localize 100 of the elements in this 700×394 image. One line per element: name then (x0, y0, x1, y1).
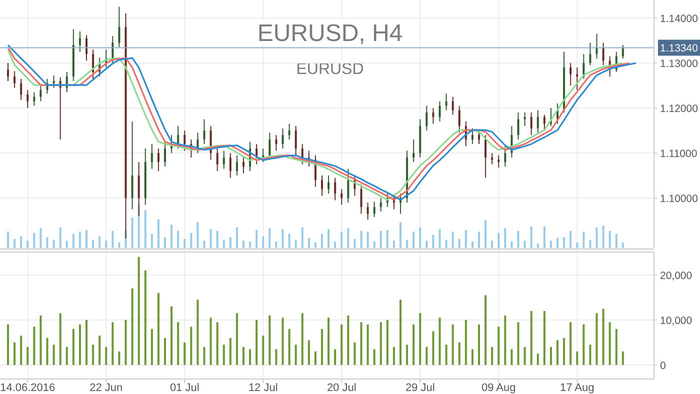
candlestick (543, 114, 546, 132)
y-tick-label: 1.13000 (660, 58, 698, 70)
bar (236, 313, 238, 365)
bar (491, 346, 494, 365)
x-tick-label: 12 Jul (248, 382, 278, 394)
candlestick (570, 62, 572, 86)
bar (438, 318, 441, 365)
candlestick (112, 36, 114, 64)
bar (582, 324, 585, 365)
bar (406, 344, 408, 365)
candlestick (536, 110, 539, 134)
bar (216, 322, 218, 365)
bar (72, 328, 74, 365)
candlestick (164, 141, 166, 168)
bar (622, 242, 624, 248)
bar (366, 232, 369, 248)
bar (589, 344, 592, 365)
candlestick (432, 108, 434, 124)
bar (392, 346, 395, 365)
candlestick (602, 42, 604, 66)
bar (52, 344, 55, 365)
bar (400, 300, 402, 365)
y-tick-label: 1.12000 (660, 103, 698, 116)
bar (229, 237, 232, 248)
bar (536, 244, 539, 248)
bar (7, 232, 9, 248)
bar (321, 234, 323, 248)
bar (340, 324, 343, 365)
bar (52, 240, 55, 248)
candlestick (491, 152, 494, 165)
bar (412, 324, 415, 365)
bar (236, 227, 238, 248)
bar (354, 238, 356, 248)
bar (419, 227, 422, 248)
bar (242, 346, 244, 365)
bar (504, 315, 506, 365)
bar (510, 242, 513, 248)
bar (340, 232, 343, 248)
bar (26, 346, 29, 365)
bar (438, 229, 441, 248)
bar (268, 315, 271, 365)
candlestick (288, 123, 290, 140)
bar (59, 227, 62, 248)
bar (498, 232, 500, 248)
bar (380, 230, 382, 248)
bar (268, 228, 271, 248)
candlestick (184, 130, 186, 152)
bar (530, 310, 532, 365)
bar (222, 344, 225, 365)
candlestick (380, 198, 382, 212)
candlestick (7, 62, 9, 82)
bar (432, 331, 434, 365)
bar (517, 322, 520, 365)
candlestick (328, 175, 330, 194)
bar (124, 320, 127, 365)
bar (20, 236, 22, 248)
bar (314, 242, 316, 248)
bar (59, 313, 62, 365)
bar (78, 324, 81, 365)
bar (576, 242, 578, 248)
bar (334, 242, 336, 248)
bar (556, 238, 558, 248)
candlestick (294, 126, 297, 156)
bar (184, 342, 186, 365)
bar (190, 232, 192, 248)
bar (347, 315, 350, 365)
bar (7, 324, 9, 365)
bar (517, 230, 520, 248)
bar (66, 240, 68, 248)
candlestick (458, 105, 460, 134)
bar (366, 324, 369, 365)
bar (458, 342, 460, 365)
bar (164, 338, 166, 365)
bar (301, 313, 304, 365)
bar (392, 240, 395, 248)
bar (33, 326, 36, 365)
bar (530, 226, 532, 248)
candlestick (118, 6, 120, 48)
candlestick (20, 78, 22, 100)
candlestick (282, 128, 284, 150)
y-tick-label: 10,000 (660, 314, 692, 327)
x-tick-label: 01 Jul (170, 382, 200, 394)
bar (275, 242, 278, 248)
bar (478, 324, 480, 365)
bar (249, 242, 252, 248)
bar (150, 234, 153, 248)
y-tick-label: 20,000 (660, 270, 692, 282)
bar (46, 237, 48, 248)
bar (524, 346, 526, 365)
x-tick-label: 17 Aug (560, 382, 594, 394)
bar (589, 240, 592, 248)
candlestick (524, 112, 526, 127)
bar (184, 238, 186, 248)
bar (118, 351, 120, 365)
bar (196, 300, 199, 365)
bar (622, 351, 624, 365)
candlestick (131, 121, 134, 210)
bar (484, 220, 487, 248)
bar (491, 240, 494, 248)
bar (131, 217, 134, 248)
